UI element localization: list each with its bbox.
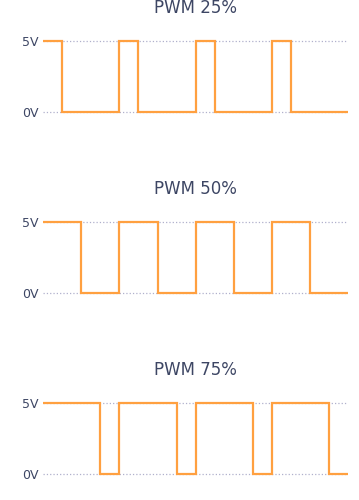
Title: PWM 50%: PWM 50% [154,180,237,198]
Title: PWM 75%: PWM 75% [154,360,237,378]
Title: PWM 25%: PWM 25% [154,0,237,17]
